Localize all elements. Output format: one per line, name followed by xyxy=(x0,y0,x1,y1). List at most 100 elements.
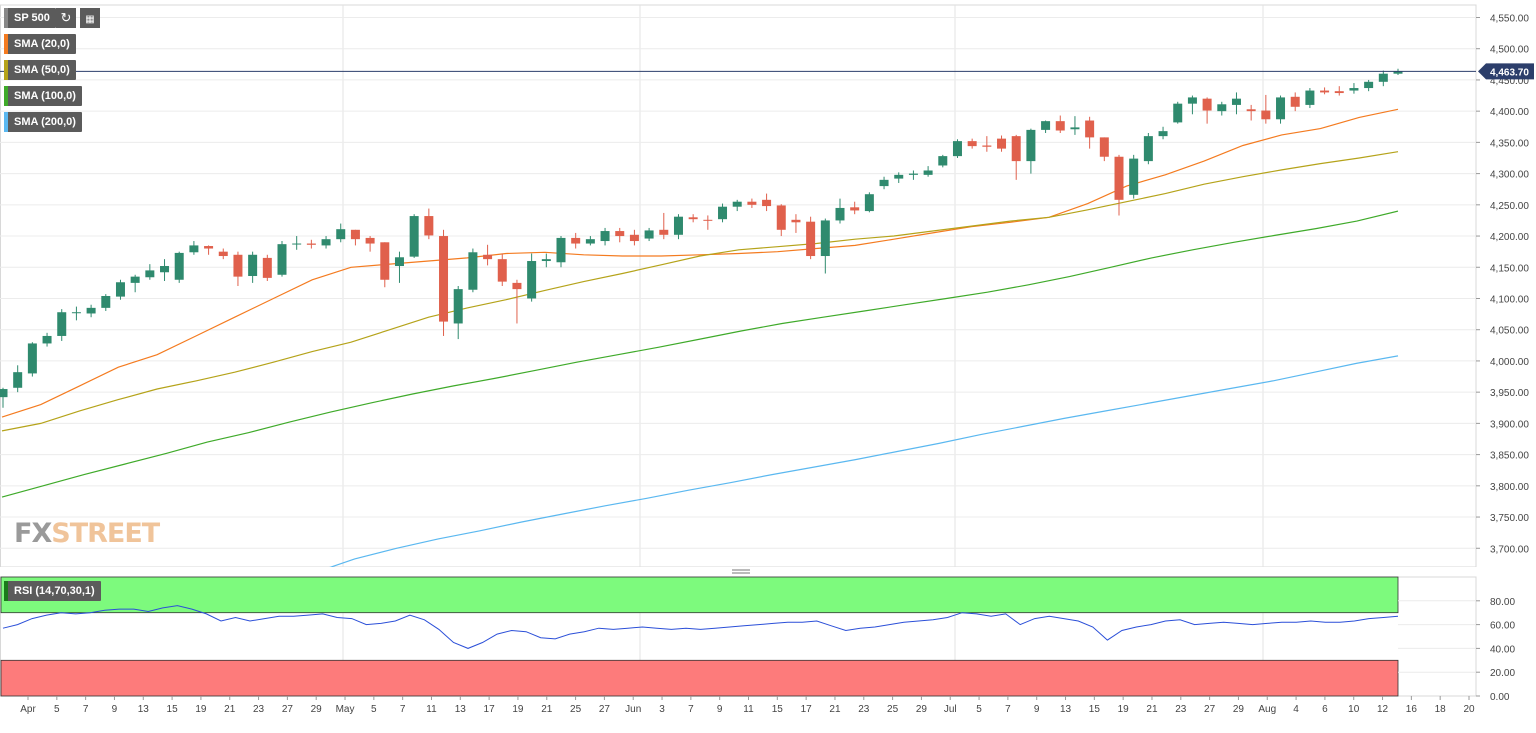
candle-body xyxy=(864,194,874,212)
candle-body xyxy=(600,231,610,242)
refresh-button[interactable]: ↻ xyxy=(56,8,76,28)
x-tick-label: 23 xyxy=(858,704,870,715)
price-tick-label: 4,100.00 xyxy=(1490,294,1529,305)
x-tick-label: 15 xyxy=(1089,704,1101,715)
candle-body xyxy=(571,237,581,244)
candle-body xyxy=(1055,121,1065,131)
candle-body xyxy=(1217,104,1227,112)
x-tick-label: 16 xyxy=(1406,704,1418,715)
candle-body xyxy=(1305,90,1315,105)
x-tick-label: 17 xyxy=(484,704,496,715)
x-tick-label: 21 xyxy=(829,704,841,715)
x-tick-label: 27 xyxy=(599,704,611,715)
x-tick-label: 6 xyxy=(1322,704,1328,715)
candle-body xyxy=(1129,158,1139,195)
sma-20-swatch xyxy=(4,34,8,54)
candle-body xyxy=(894,174,904,179)
candle-body xyxy=(1026,129,1036,162)
candle-body xyxy=(1261,110,1271,120)
candle-body xyxy=(982,145,992,147)
x-tick-label: Aug xyxy=(1258,704,1276,715)
indicator-rsi[interactable]: RSI (14,70,30,1) xyxy=(4,581,101,601)
candle-body xyxy=(218,251,228,257)
candle-body xyxy=(1143,136,1153,162)
candle-body xyxy=(1011,136,1021,162)
candle-body xyxy=(277,244,287,275)
x-tick-label: 15 xyxy=(772,704,784,715)
indicator-sma-100[interactable]: SMA (100,0) xyxy=(4,86,82,106)
price-tick-label: 3,850.00 xyxy=(1490,451,1529,462)
candle-body xyxy=(776,205,786,230)
sma-200-label: SMA (200,0) xyxy=(14,116,76,128)
x-tick-label: 25 xyxy=(887,704,899,715)
pane-splitter xyxy=(0,567,1536,575)
x-tick-label: 9 xyxy=(717,704,723,715)
symbol-label: SP 500 xyxy=(14,12,50,24)
candle-body xyxy=(1041,121,1051,130)
candle-body xyxy=(394,257,404,267)
x-tick-label: 3 xyxy=(659,704,665,715)
x-tick-label: 11 xyxy=(743,704,754,715)
calendar-button[interactable]: ▦ xyxy=(80,8,100,28)
sma-line-100 xyxy=(1,210,1399,498)
indicator-sma-20[interactable]: SMA (20,0) xyxy=(4,34,76,54)
price-tick-label: 4,500.00 xyxy=(1490,45,1529,56)
candle-body xyxy=(130,276,140,283)
candle-body xyxy=(365,237,375,244)
candle-body xyxy=(1378,73,1388,82)
candle-body xyxy=(439,236,449,322)
price-tick-label: 4,000.00 xyxy=(1490,357,1529,368)
candle-body xyxy=(1320,90,1330,93)
x-tick-label: Apr xyxy=(20,704,36,715)
indicator-sma-50[interactable]: SMA (50,0) xyxy=(4,60,76,80)
candle-body xyxy=(292,243,302,245)
candle-body xyxy=(1173,103,1183,123)
candle-body xyxy=(115,282,125,297)
candle-body xyxy=(703,219,713,221)
candle-body xyxy=(0,389,8,398)
x-tick-label: 18 xyxy=(1435,704,1447,715)
candle-body xyxy=(718,206,728,220)
candle-body xyxy=(497,259,507,282)
x-tick-label: 19 xyxy=(512,704,524,715)
candle-body xyxy=(86,307,96,314)
candle-body xyxy=(908,173,918,175)
symbol-tag[interactable]: SP 500 xyxy=(4,8,56,28)
candle-body xyxy=(1158,131,1168,137)
x-tick-label: 5 xyxy=(54,704,60,715)
candle-body xyxy=(1114,156,1124,200)
price-tick-label: 3,950.00 xyxy=(1490,388,1529,399)
x-tick-label: 9 xyxy=(1034,704,1040,715)
x-tick-label: 27 xyxy=(282,704,294,715)
x-tick-label: 25 xyxy=(570,704,582,715)
price-tick-label: 4,250.00 xyxy=(1490,201,1529,212)
rsi-tick-label: 40.00 xyxy=(1490,644,1515,655)
x-tick-label: 23 xyxy=(1175,704,1187,715)
price-tick-label: 3,800.00 xyxy=(1490,482,1529,493)
candle-body xyxy=(453,289,463,324)
candle-body xyxy=(585,239,595,244)
candle-body xyxy=(321,239,331,246)
x-tick-label: 7 xyxy=(688,704,694,715)
candle-body xyxy=(952,141,962,157)
indicator-sma-200[interactable]: SMA (200,0) xyxy=(4,112,82,132)
price-pane-border xyxy=(0,4,1477,568)
candle-body xyxy=(673,216,683,235)
x-tick-label: 7 xyxy=(400,704,406,715)
x-tick-label: 17 xyxy=(801,704,813,715)
price-tick-label: 4,450.00 xyxy=(1490,76,1529,87)
candle-body xyxy=(424,216,434,236)
candle-body xyxy=(248,254,258,277)
candle-body xyxy=(1290,96,1300,107)
x-tick-label: 13 xyxy=(1060,704,1072,715)
x-tick-label: 21 xyxy=(541,704,553,715)
sma-50-label: SMA (50,0) xyxy=(14,64,70,76)
candle-body xyxy=(336,229,346,240)
rsi-tick-label: 20.00 xyxy=(1490,668,1515,679)
sma-line-20 xyxy=(1,108,1399,418)
candle-body xyxy=(1349,88,1359,91)
candle-body xyxy=(791,219,801,223)
price-tick-label: 4,200.00 xyxy=(1490,232,1529,243)
candle-body xyxy=(688,217,698,220)
sma-line-50 xyxy=(1,151,1399,432)
